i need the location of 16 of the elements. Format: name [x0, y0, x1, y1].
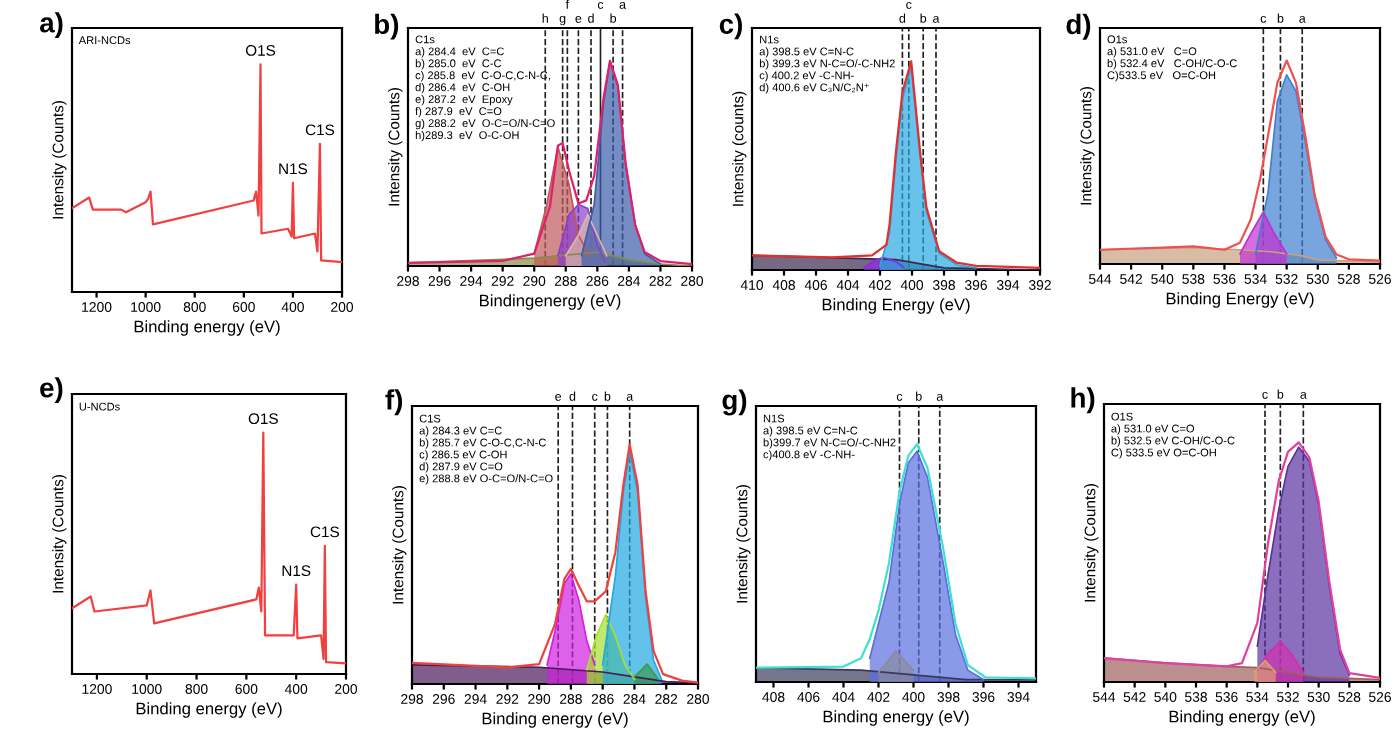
chart-title: h): [1071, 387, 1095, 414]
x-axis-title: Binding energy (eV): [482, 712, 628, 728]
x-axis-title: Binding energy (eV): [134, 320, 280, 336]
chart-title: e): [40, 377, 63, 404]
x-axis-title: Bindingenergy (eV): [480, 294, 621, 310]
chart-title: d): [1066, 13, 1091, 40]
x-axis-title: Binding energy (eV): [823, 710, 969, 726]
chart-title: g): [722, 389, 747, 416]
chart-title: c): [719, 13, 742, 40]
x-axis-title: Binding energy (eV): [136, 702, 282, 718]
x-axis-title: Binding energy (eV): [1169, 710, 1315, 726]
chart-title: a): [40, 12, 63, 39]
x-axis-title: Binding Energy (eV): [822, 298, 970, 314]
chart-title: b): [375, 13, 399, 40]
x-axis-title: Binding Energy (eV): [1166, 292, 1314, 308]
chart-title: f): [385, 389, 403, 416]
